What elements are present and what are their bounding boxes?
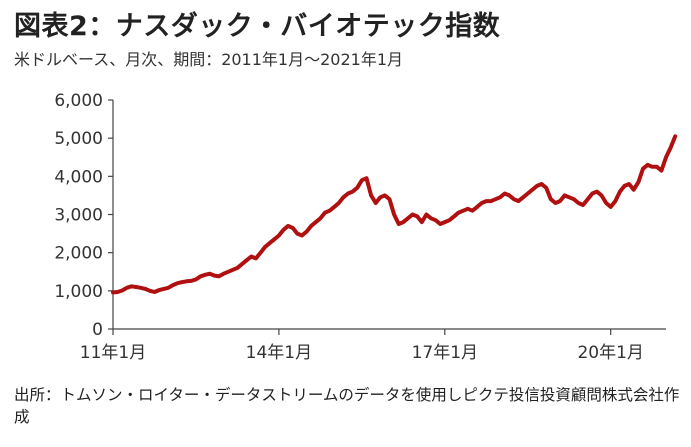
chart-subtitle: 米ドルベース、月次、期間：2011年1月～2021年1月 xyxy=(14,50,403,69)
y-tick-label: 0 xyxy=(92,320,103,340)
y-tick-label: 4,000 xyxy=(54,167,103,187)
x-tick-label: 11年1月 xyxy=(80,343,146,363)
series-line xyxy=(111,134,678,295)
y-tick-label: 3,000 xyxy=(54,206,103,226)
series-layer xyxy=(111,134,678,295)
y-tick-label: 6,000 xyxy=(54,91,103,111)
x-tick-label: 20年1月 xyxy=(577,343,643,363)
y-tick-label: 1,000 xyxy=(54,282,103,302)
source-note: 出所：トムソン・ロイター・データストリームのデータを使用しピクテ投信投資顧問株式… xyxy=(14,386,680,426)
chart-title: 図表2：ナスダック・バイオテック指数 xyxy=(14,11,501,42)
x-axis-ticks: 11年1月 14年1月 17年1月 20年1月 xyxy=(80,329,644,363)
x-tick-label: 17年1月 xyxy=(412,343,478,363)
x-tick-label: 14年1月 xyxy=(246,343,312,363)
y-axis-ticks: 0 1,000 2,000 3,000 4,000 5,000 6,000 xyxy=(54,91,113,340)
y-tick-label: 2,000 xyxy=(54,244,103,264)
y-tick-label: 5,000 xyxy=(54,129,103,149)
chart-axes xyxy=(112,100,666,330)
